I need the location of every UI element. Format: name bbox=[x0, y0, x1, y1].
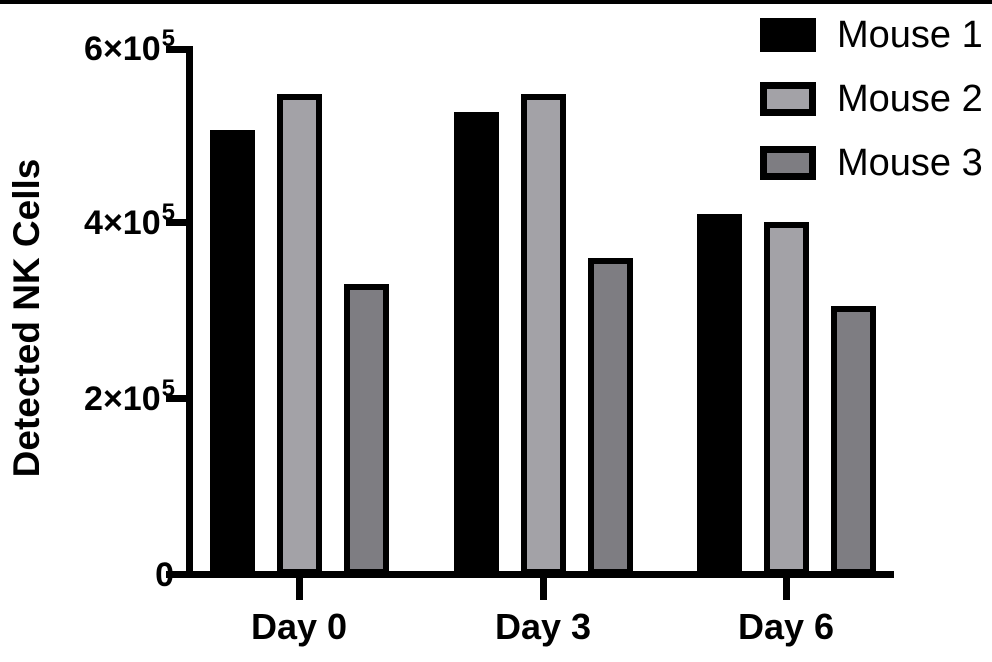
legend-row-mouse-1: Mouse 1 bbox=[760, 14, 983, 56]
y-tick-label-0-base: 0 bbox=[155, 556, 174, 594]
y-tick-label-4e5-exponent: 5 bbox=[161, 198, 175, 226]
bar-mouse-3-day-3 bbox=[587, 258, 633, 575]
y-tick-mark-4e5 bbox=[166, 219, 193, 226]
y-axis-line bbox=[186, 46, 193, 578]
y-tick-label-6e5-base: 6×10 bbox=[84, 30, 161, 68]
bar-mouse-1-day-0 bbox=[209, 130, 255, 575]
legend-label-mouse-1: Mouse 1 bbox=[837, 14, 983, 56]
legend-label-mouse-3: Mouse 3 bbox=[837, 142, 983, 184]
y-tick-mark-0 bbox=[166, 571, 193, 578]
y-tick-label-6e5: 6×105 bbox=[14, 24, 175, 71]
x-tick-mark-day-0 bbox=[296, 578, 303, 600]
y-tick-label-0: 0 bbox=[14, 553, 174, 597]
y-tick-label-2e5: 2×105 bbox=[14, 374, 175, 421]
y-tick-mark-6e5 bbox=[166, 46, 193, 53]
x-tick-label-day-0: Day 0 bbox=[250, 606, 348, 647]
legend: Mouse 1 Mouse 2 Mouse 3 bbox=[760, 14, 983, 210]
bar-mouse-3-day-0 bbox=[343, 284, 389, 575]
bar-mouse-2-day-0 bbox=[276, 94, 322, 575]
bar-mouse-1-day-6 bbox=[696, 214, 742, 575]
x-tick-label-day-3: Day 3 bbox=[494, 606, 592, 647]
bar-mouse-1-day-3 bbox=[453, 112, 499, 575]
y-tick-label-2e5-exponent: 5 bbox=[161, 374, 175, 402]
bar-mouse-2-day-6 bbox=[763, 222, 809, 575]
x-tick-label-day-6: Day 6 bbox=[737, 606, 835, 647]
bar-mouse-2-day-3 bbox=[520, 94, 566, 575]
legend-label-mouse-2: Mouse 2 bbox=[837, 78, 983, 120]
y-tick-label-6e5-exponent: 5 bbox=[161, 24, 175, 52]
top-border-line bbox=[0, 0, 992, 4]
legend-swatch-mouse-3 bbox=[760, 146, 816, 180]
y-tick-label-2e5-base: 2×10 bbox=[84, 380, 161, 418]
legend-row-mouse-2: Mouse 2 bbox=[760, 78, 983, 120]
y-tick-mark-2e5 bbox=[166, 395, 193, 402]
legend-swatch-mouse-2 bbox=[760, 82, 816, 116]
x-tick-mark-day-6 bbox=[783, 578, 790, 600]
legend-swatch-mouse-1 bbox=[760, 18, 816, 52]
y-tick-label-4e5-base: 4×10 bbox=[84, 204, 161, 242]
legend-row-mouse-3: Mouse 3 bbox=[760, 142, 983, 184]
x-tick-mark-day-3 bbox=[540, 578, 547, 600]
bar-mouse-3-day-6 bbox=[830, 306, 876, 575]
y-tick-label-4e5: 4×105 bbox=[14, 198, 175, 245]
